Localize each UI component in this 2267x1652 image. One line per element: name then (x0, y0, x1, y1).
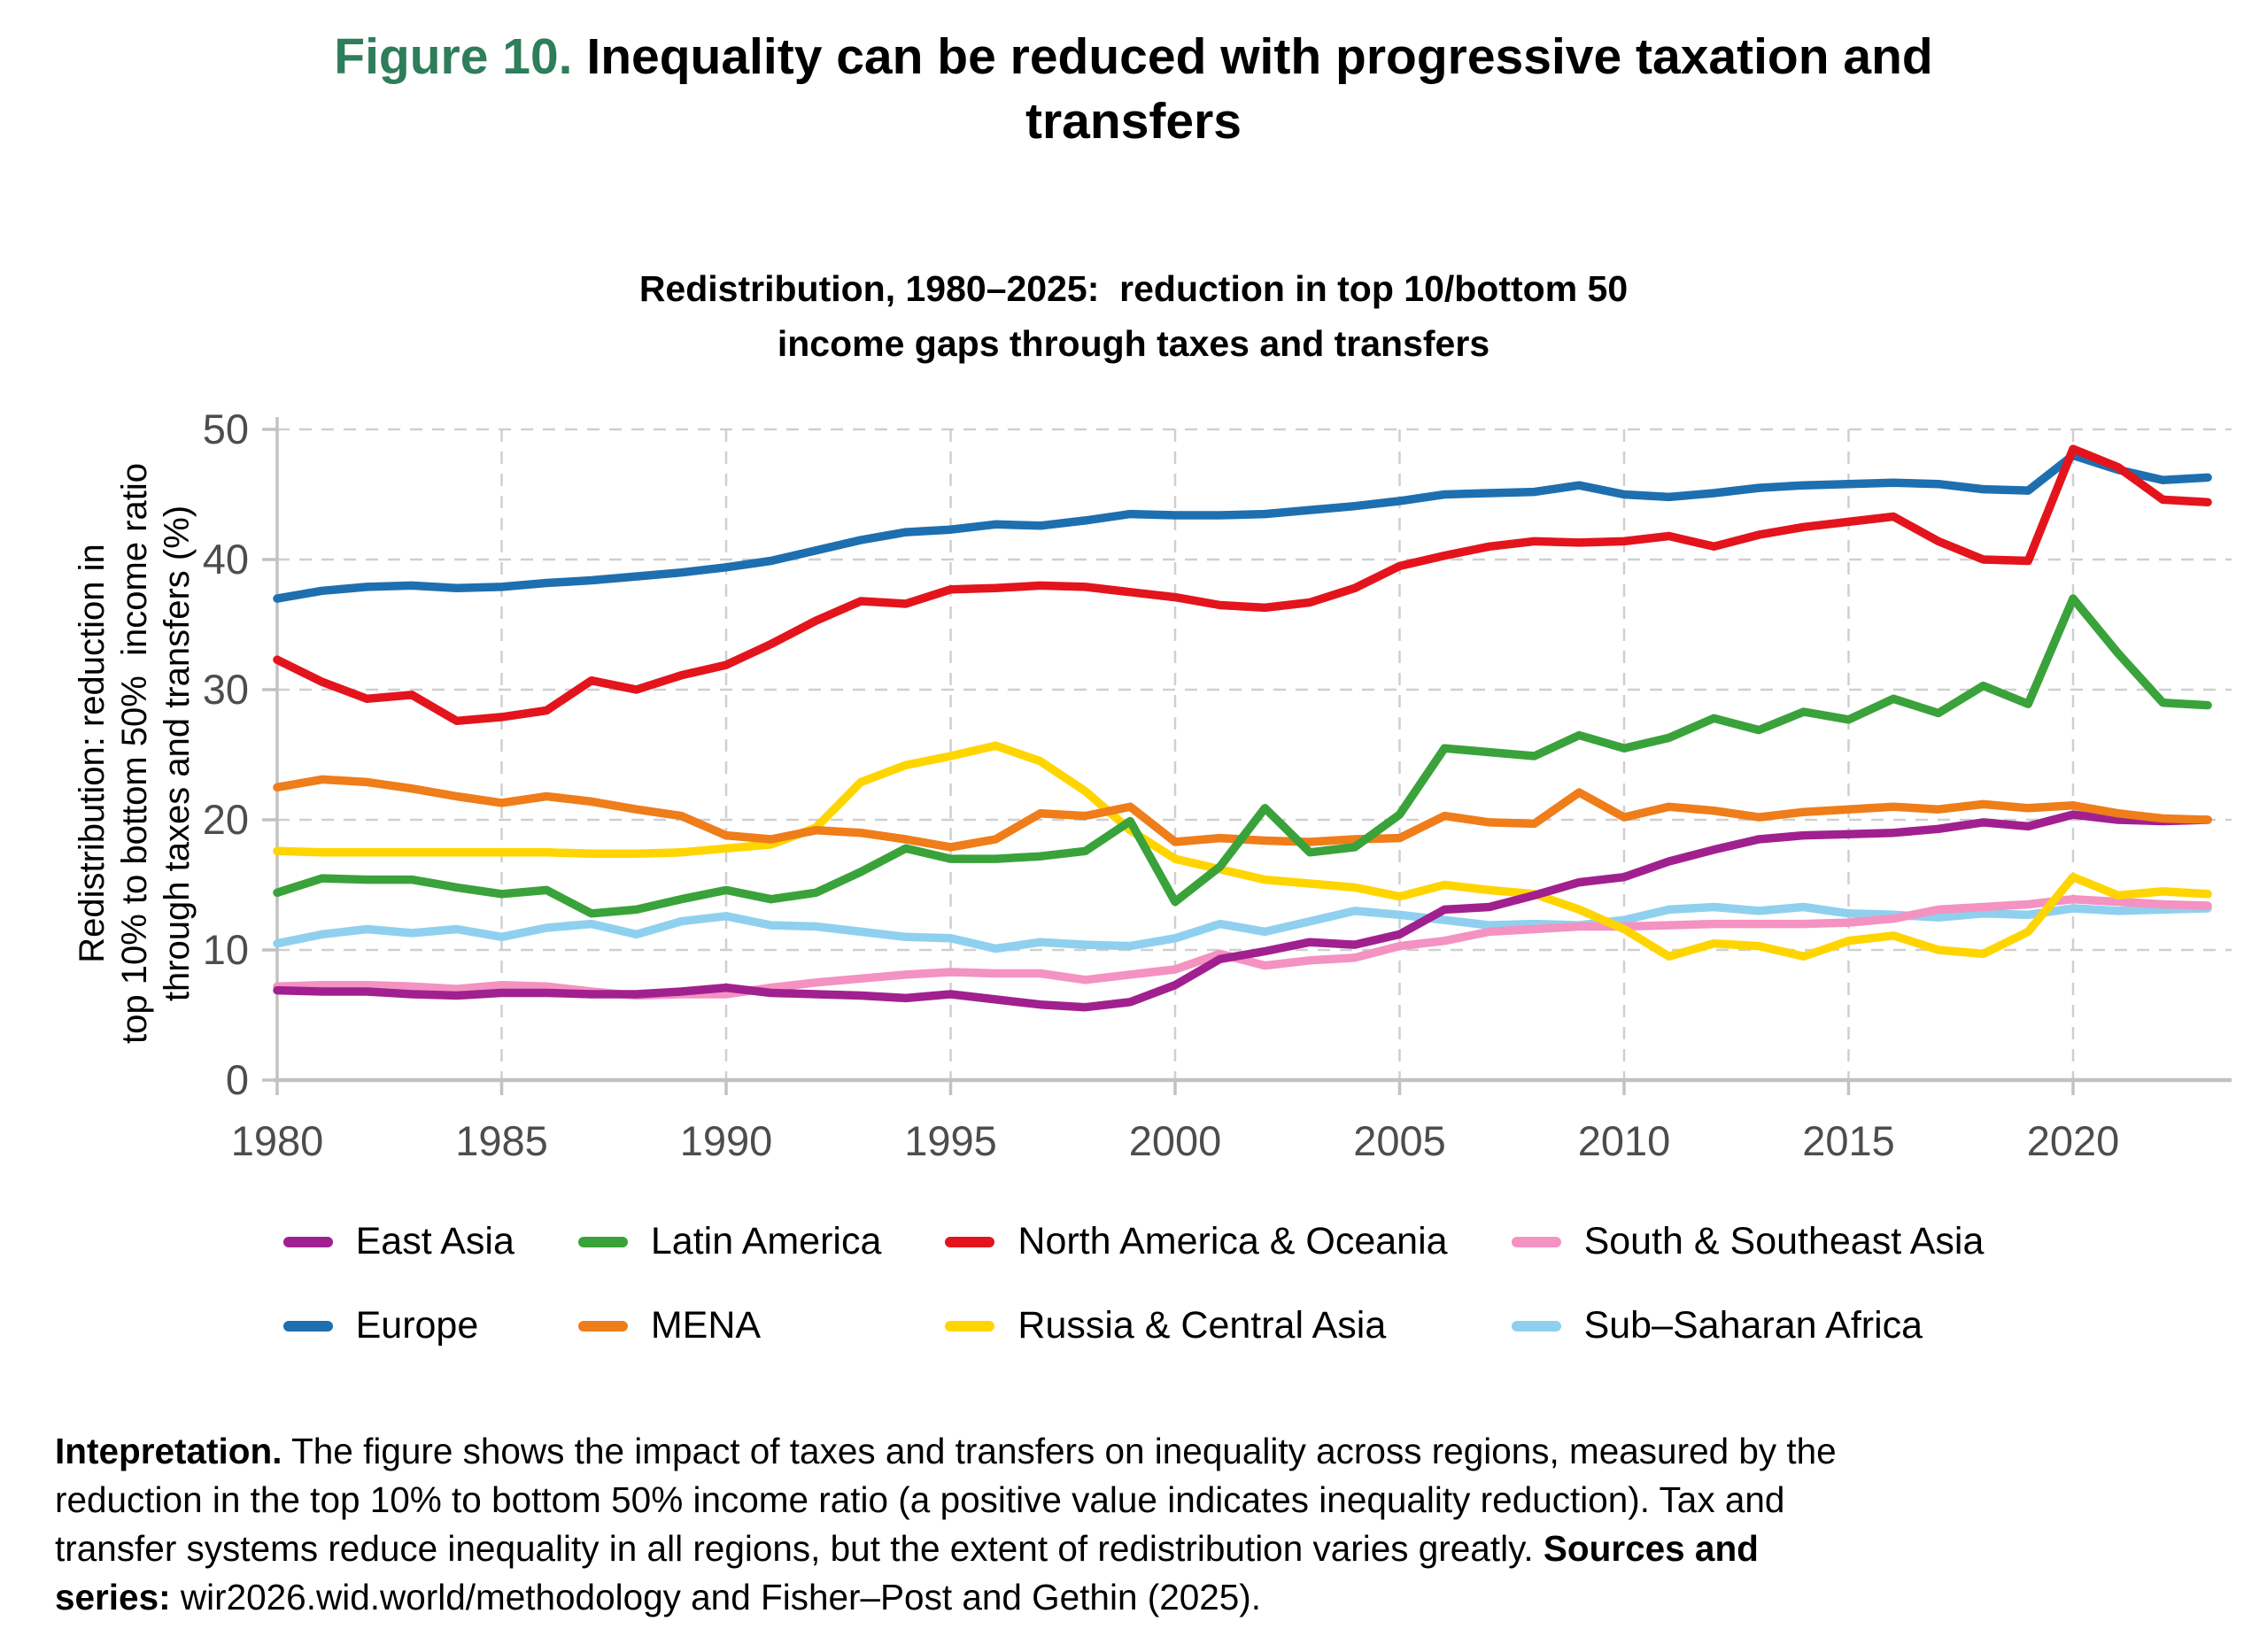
caption-line: series: wir2026.wid.world/methodology an… (55, 1573, 2235, 1622)
legend-swatch-icon (945, 1320, 995, 1332)
legend-item: Sub–Saharan Africa (1511, 1304, 1985, 1347)
legend-item: North America & Oceania (945, 1220, 1448, 1263)
figure-caption: Intepretation. The figure shows the impa… (55, 1427, 2235, 1622)
caption-bold-run: Sources and (1543, 1528, 1759, 1570)
y-tick-label: 10 (203, 926, 249, 973)
legend-item: MENA (577, 1304, 882, 1347)
figure-title-text: Inequality can be reduced with progressi… (586, 28, 1933, 150)
x-tick-label: 2000 (1129, 1117, 1222, 1164)
y-tick-label: 20 (203, 796, 249, 843)
legend-label: East Asia (355, 1220, 515, 1262)
legend-swatch-icon (282, 1320, 333, 1332)
x-tick-label: 2010 (1578, 1117, 1671, 1164)
legend-swatch-icon (577, 1236, 628, 1247)
legend-item: Latin America (577, 1220, 882, 1263)
y-tick-label: 40 (203, 536, 249, 583)
legend-item: South & Southeast Asia (1511, 1220, 1985, 1263)
y-tick-label: 30 (203, 666, 249, 713)
series-line-east-asia (273, 810, 2212, 1012)
figure-title: Figure 10. Inequality can be reduced wit… (0, 25, 2267, 154)
caption-bold-run: Intepretation. (55, 1431, 282, 1471)
legend-label: MENA (650, 1304, 762, 1347)
x-tick-label: 2020 (2027, 1117, 2120, 1164)
legend-swatch-icon (945, 1236, 995, 1247)
legend-swatch-icon (577, 1320, 628, 1332)
legend-label: Russia & Central Asia (1017, 1304, 1387, 1347)
legend-item: Europe (282, 1304, 515, 1347)
series-line-sub-saharan-africa (273, 902, 2212, 953)
series-line-latin-america (273, 594, 2212, 918)
legend-swatch-icon (1511, 1236, 1561, 1247)
legend-item: Russia & Central Asia (945, 1304, 1447, 1347)
caption-text-run: reduction in the top 10% to bottom 50% i… (55, 1479, 1785, 1521)
chart-legend: East Asia Europe Latin America MENA North Am… (0, 1220, 2267, 1347)
series-line-russia-central-asia (273, 741, 2212, 961)
y-tick-label: 0 (226, 1056, 249, 1103)
figure-number-label: Figure 10. (334, 28, 573, 85)
legend-item: East Asia (282, 1220, 515, 1263)
x-tick-label: 1985 (455, 1117, 548, 1164)
x-tick-label: 2005 (1353, 1117, 1446, 1164)
legend-swatch-icon (282, 1236, 333, 1247)
legend-label: South & Southeast Asia (1583, 1220, 1985, 1262)
x-tick-label: 1995 (904, 1117, 997, 1164)
legend-label: Sub–Saharan Africa (1583, 1304, 1923, 1347)
series-line-europe (273, 451, 2212, 603)
caption-text-run: The figure shows the impact of taxes and… (282, 1431, 1837, 1471)
legend-label: North America & Oceania (1017, 1220, 1448, 1262)
caption-line: transfer systems reduce inequality in al… (55, 1525, 2235, 1573)
legend-swatch-icon (1511, 1320, 1561, 1332)
caption-text-run: transfer systems reduce inequality in al… (55, 1528, 1544, 1570)
chart-title: Redistribution, 1980–2025: reduction in … (638, 268, 1629, 364)
legend-grid: East Asia Europe Latin America MENA North Am… (282, 1220, 1985, 1347)
x-tick-label: 2015 (1802, 1117, 1895, 1164)
caption-line: Intepretation. The figure shows the impa… (55, 1427, 2235, 1476)
series-line-north-america-oceania (273, 444, 2212, 726)
caption-line: reduction in the top 10% to bottom 50% i… (55, 1476, 2235, 1525)
legend-label: Latin America (650, 1220, 882, 1262)
caption-text-run: wir2026.wid.world/methodology and Fisher… (170, 1577, 1262, 1618)
x-tick-label: 1980 (231, 1117, 324, 1164)
y-tick-label: 50 (203, 405, 249, 452)
caption-bold-run: series: (55, 1577, 171, 1618)
legend-label: Europe (355, 1304, 479, 1347)
x-tick-label: 1990 (680, 1117, 773, 1164)
